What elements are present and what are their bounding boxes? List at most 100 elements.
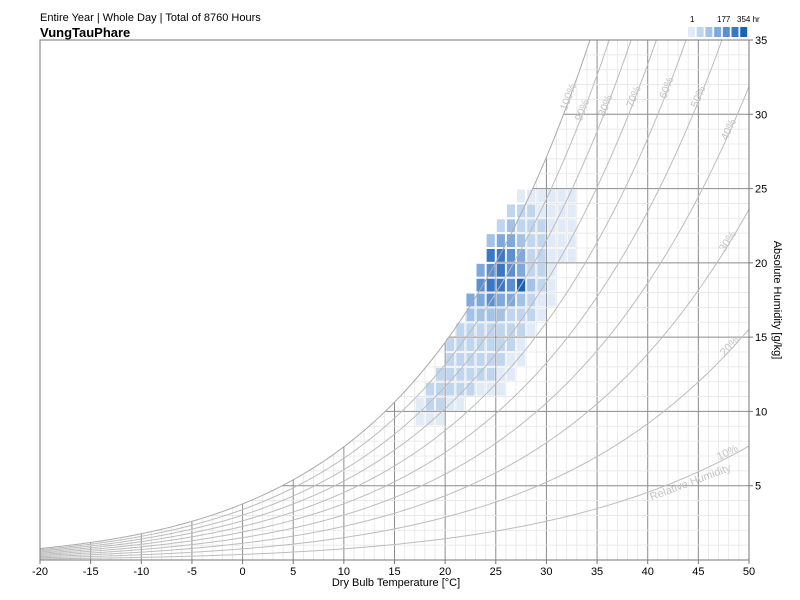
heatmap-cell [456,397,465,411]
heatmap-cell [506,204,516,218]
heatmap-cell [527,278,536,292]
x-tick-label: -10 [133,566,149,578]
heatmap-cell [506,293,516,307]
heatmap-cell [415,412,424,426]
y-tick-label: 20 [755,258,767,270]
heatmap-cell [476,278,485,292]
heatmap-cell [557,234,566,247]
heatmap-cell [496,367,505,381]
x-tick-label: 30 [540,566,552,578]
rh-label: 40% [719,117,739,142]
heatmap-cell [486,367,495,381]
heatmap-cell [547,278,556,292]
heatmap-cell [517,189,526,203]
rh-curve [40,40,687,554]
heatmap-cell [466,353,475,366]
heatmap-cell [456,323,465,337]
rh-curve [40,40,591,549]
heatmap-cell [567,204,576,218]
legend-label: 177 [717,15,731,24]
heatmap-cell [476,382,485,396]
heatmap-cell [537,219,546,233]
legend-swatch [696,27,704,37]
heatmap-cell [506,278,516,292]
heatmap-cell [527,219,536,233]
rh-curve [40,40,657,553]
heatmap-cell [557,189,566,203]
heatmap-cell [466,323,475,337]
heatmap-cell [436,382,445,396]
color-legend: 1 177 354 hr [688,15,760,37]
x-tick-label: 0 [240,566,246,578]
x-tick-label: -5 [187,566,197,578]
heatmap-cell [506,249,516,262]
x-tick-label: 50 [743,566,755,578]
x-tick-label: 45 [692,566,704,578]
heatmap-cell [466,338,475,351]
heatmap-cell [517,234,526,247]
x-tick-label: 20 [439,566,451,578]
rh-caption: Relative Humidity [648,462,733,504]
legend-swatch [740,27,748,37]
heatmap-cell [496,219,505,233]
heatmap-cell [456,353,465,366]
legend-swatch [714,27,722,37]
heatmap-cell [506,367,516,381]
heatmap-cell [517,308,526,322]
heatmap-cell [517,263,526,277]
heatmap-cell [506,353,516,366]
heatmap-cell [486,263,495,277]
heatmap-cell [415,397,424,411]
rh-label: 20% [718,334,742,358]
heatmap-cell [506,323,516,337]
heatmap-cell [537,234,546,247]
heatmap-cell [506,219,516,233]
heatmap-cell [476,353,485,366]
heatmap-cell [537,189,546,203]
heatmap-cell [557,219,566,233]
heatmap-cell [436,397,445,411]
rh-curve [40,86,749,556]
heatmap-cell [476,367,485,381]
y-tick-label: 10 [755,406,767,418]
heatmap-cell [425,412,435,426]
heatmap-cell [456,382,465,396]
heatmap-cell [506,234,516,247]
heatmap-cell [496,293,505,307]
heatmap-cell [527,234,536,247]
legend-swatch [705,27,713,37]
heatmap-cell [456,367,465,381]
heatmap-cell [567,189,576,203]
heatmap-cell [547,219,556,233]
heatmap-cell [547,189,556,203]
y-tick-label: 15 [755,332,767,344]
heatmap-cell [446,338,455,351]
heatmap-cell [537,204,546,218]
heatmap-cell [547,234,556,247]
x-tick-label: 5 [290,566,296,578]
heatmap-cell [486,293,495,307]
heatmap-cell [567,234,576,247]
legend-label: 354 hr [737,15,760,24]
heatmap-cell [547,249,556,262]
heatmap-cell [476,308,485,322]
heatmap-cell [527,263,536,277]
heatmap-cell [496,323,505,337]
heatmap-cell [517,249,526,262]
chart-subtitle: Entire Year | Whole Day | Total of 8760 … [40,12,261,24]
heatmap-cell [506,263,516,277]
heatmap-cell [517,353,526,366]
heatmap-cell [466,382,475,396]
heatmap-cell [506,308,516,322]
x-tick-label: -20 [32,566,48,578]
heatmap-cell [527,323,536,337]
heatmap-cell [496,308,505,322]
heatmap-cell [446,382,455,396]
heatmap-cell [547,293,556,307]
heatmap-cell [446,367,455,381]
heatmap-cell [486,234,495,247]
legend-swatch [722,27,730,37]
chart-title: VungTauPhare [40,25,131,40]
heatmap-cell [496,263,505,277]
x-tick-label: 40 [642,566,654,578]
